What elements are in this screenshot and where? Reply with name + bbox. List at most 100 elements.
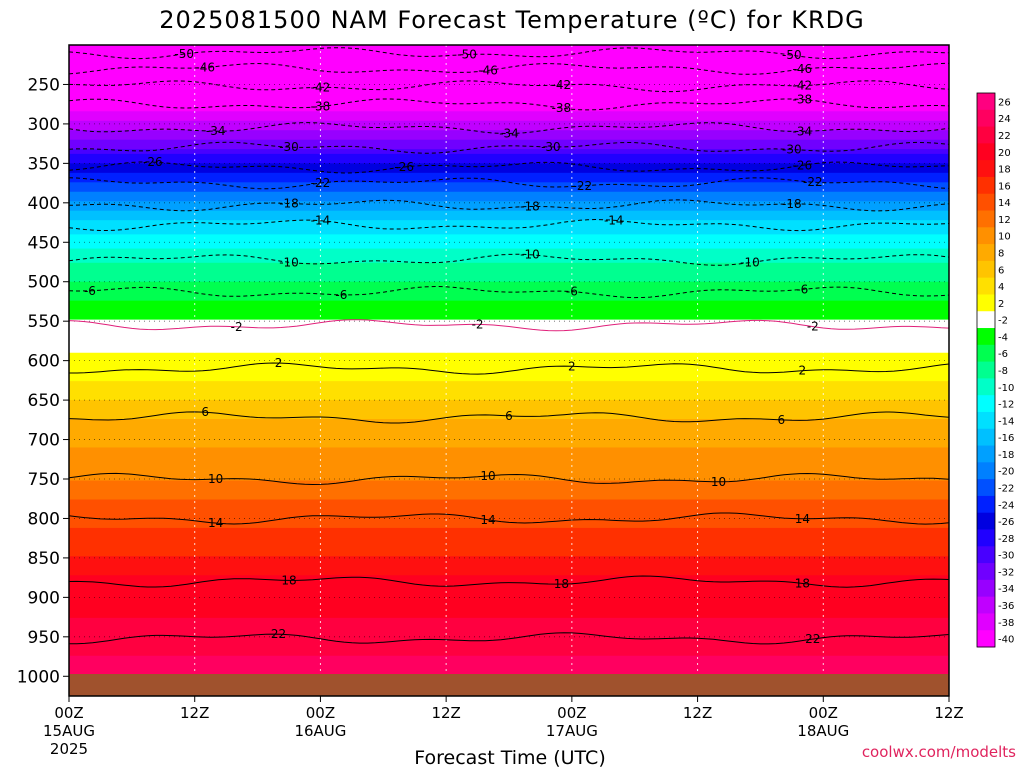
temperature-band bbox=[69, 409, 949, 416]
contour-label: -30 bbox=[782, 142, 802, 156]
colorbar-label: 2 bbox=[998, 299, 1004, 310]
temperature-band bbox=[69, 508, 949, 515]
temperature-band bbox=[69, 45, 949, 51]
temperature-band bbox=[69, 338, 949, 345]
temperature-band bbox=[69, 669, 949, 676]
y-tick-label: 600 bbox=[28, 352, 60, 372]
x-axis-label: Forecast Time (UTC) bbox=[414, 747, 605, 768]
temperature-band bbox=[69, 366, 949, 373]
colorbar-label: -26 bbox=[998, 517, 1014, 528]
colorbar-label: -16 bbox=[998, 433, 1014, 444]
temperature-band bbox=[69, 551, 949, 558]
contour-label: -46 bbox=[478, 63, 498, 77]
contour-label: -42 bbox=[311, 80, 331, 94]
temperature-band bbox=[69, 504, 949, 510]
temperature-band bbox=[69, 523, 949, 529]
temperature-band bbox=[69, 641, 949, 648]
contour-line bbox=[69, 199, 949, 212]
colorbar-label: -6 bbox=[998, 349, 1008, 360]
colorbar-swatch bbox=[977, 176, 995, 195]
contour-line bbox=[69, 362, 949, 375]
temperature-band bbox=[69, 54, 949, 61]
colorbar-label: 16 bbox=[998, 181, 1011, 192]
contour-label: -34 bbox=[499, 127, 519, 141]
temperature-band bbox=[69, 561, 949, 567]
contour-label: -38 bbox=[793, 92, 813, 106]
colorbar-label: -32 bbox=[998, 567, 1014, 578]
contour-label: -10 bbox=[279, 255, 299, 269]
colorbar-swatch bbox=[977, 613, 995, 631]
temperature-band bbox=[69, 665, 949, 671]
contour-label: -6 bbox=[84, 284, 96, 298]
temperature-band bbox=[69, 229, 949, 236]
contour-label: -10 bbox=[740, 256, 760, 270]
colorbar-swatch bbox=[977, 260, 995, 279]
colorbar-label: -20 bbox=[998, 467, 1014, 478]
temperature-band bbox=[69, 617, 949, 624]
contour-label: 6 bbox=[201, 405, 209, 419]
temperature-band bbox=[69, 262, 949, 269]
temperature-band bbox=[69, 196, 949, 203]
temperature-band bbox=[69, 201, 949, 207]
colorbar-swatch bbox=[977, 378, 995, 396]
colorbar-label: -28 bbox=[998, 534, 1014, 545]
temperature-band bbox=[69, 291, 949, 297]
temperature-band bbox=[69, 390, 949, 397]
temperature-band bbox=[69, 144, 949, 151]
temperature-band bbox=[69, 153, 949, 160]
y-tick-label: 350 bbox=[28, 154, 60, 174]
x-tick-label: 12Z bbox=[934, 704, 963, 722]
temperature-band bbox=[69, 281, 949, 288]
contour-label: 18 bbox=[554, 577, 569, 591]
temperature-band bbox=[69, 300, 949, 307]
credit-text: coolwx.com/modelts bbox=[862, 743, 1016, 761]
colorbar-swatch bbox=[977, 311, 995, 329]
colorbar-swatch bbox=[977, 210, 995, 228]
colorbar-swatch bbox=[977, 563, 995, 581]
colorbar-swatch bbox=[977, 143, 995, 161]
temperature-band bbox=[69, 87, 949, 94]
colorbar-swatch bbox=[977, 160, 995, 178]
y-axis: 250 300 350 400 450 500 550 600 650 700 750 800 850 9… bbox=[17, 75, 69, 687]
x-tick-date: 18AUG bbox=[797, 722, 849, 740]
colorbar-swatch bbox=[977, 244, 995, 262]
temperature-band bbox=[69, 584, 949, 591]
colorbar-swatch bbox=[977, 344, 995, 363]
colorbar-label: 10 bbox=[998, 232, 1011, 243]
temperature-band bbox=[69, 59, 949, 65]
temperature-band bbox=[69, 305, 949, 312]
colorbar-swatch bbox=[977, 294, 995, 312]
temperature-band bbox=[69, 314, 949, 321]
temperature-band bbox=[69, 461, 949, 468]
contour-label: 2 bbox=[799, 364, 807, 378]
temperature-band bbox=[69, 362, 949, 368]
contour-line bbox=[69, 632, 949, 645]
temperature-band bbox=[69, 627, 949, 634]
temperature-band bbox=[69, 532, 949, 539]
temperature-band bbox=[69, 452, 949, 458]
y-tick-label: 500 bbox=[28, 273, 60, 293]
colorbar-swatch bbox=[977, 411, 995, 430]
temperature-band bbox=[69, 149, 949, 155]
colorbar-label: -22 bbox=[998, 484, 1014, 495]
temperature-band bbox=[69, 646, 949, 653]
colorbar-swatch bbox=[977, 529, 995, 547]
temperature-band bbox=[69, 73, 949, 80]
x-tick-label: 00Z bbox=[54, 704, 83, 722]
colorbar-swatch bbox=[977, 395, 995, 413]
colorbar-label: -2 bbox=[998, 316, 1008, 327]
temperature-band bbox=[69, 632, 949, 638]
contour-label: -46 bbox=[793, 62, 813, 76]
y-tick-label: 250 bbox=[28, 75, 60, 95]
colorbar-frame bbox=[976, 92, 996, 648]
temperature-fill-bands bbox=[69, 45, 949, 696]
colorbar: 26 24 22 20 18 16 14 12 10 8 6 4 2 -2 -4 -6 -8 -10 -12 -14 -… bbox=[976, 92, 1014, 648]
x-tick-label: 12Z bbox=[180, 704, 209, 722]
contour-line bbox=[69, 161, 949, 174]
x-tick-date: 17AUG bbox=[546, 722, 598, 740]
temperature-band bbox=[69, 106, 949, 113]
temperature-band bbox=[69, 177, 949, 184]
colorbar-label: -24 bbox=[998, 500, 1014, 511]
temperature-band bbox=[69, 276, 949, 283]
temperature-band bbox=[69, 139, 949, 146]
